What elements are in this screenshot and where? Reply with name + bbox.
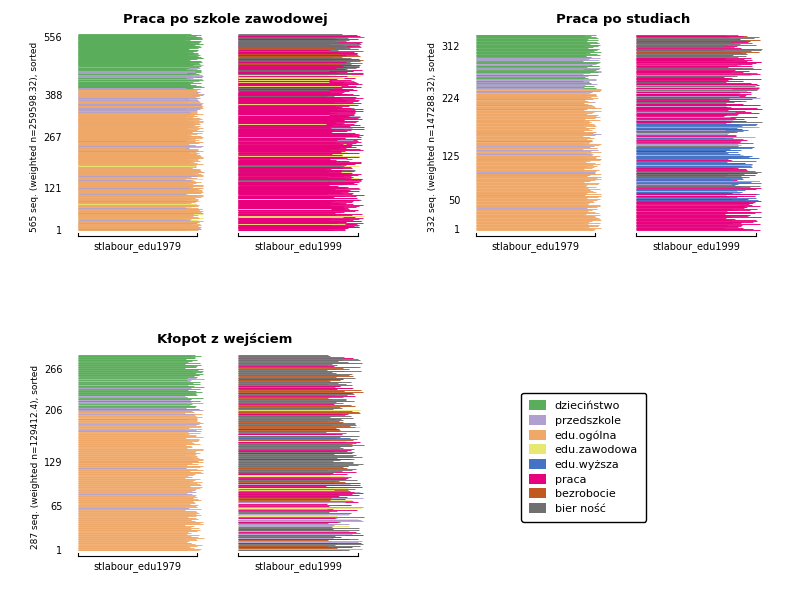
Text: stlabour_edu1979: stlabour_edu1979 <box>94 561 182 572</box>
Title: Praca po studiach: Praca po studiach <box>556 13 690 26</box>
Y-axis label: 332 seq. (weighted n=147288.32), sorted: 332 seq. (weighted n=147288.32), sorted <box>428 42 438 232</box>
Y-axis label: 565 seq. (weighted n=259598.32), sorted: 565 seq. (weighted n=259598.32), sorted <box>30 41 39 232</box>
Text: stlabour_edu1999: stlabour_edu1999 <box>652 241 740 251</box>
Legend: dzieciństwo, przedszkole, edu.ogólna, edu.zawodowa, edu.wyższa, praca, bezroboci: dzieciństwo, przedszkole, edu.ogólna, ed… <box>522 393 646 522</box>
Text: stlabour_edu1999: stlabour_edu1999 <box>254 241 342 251</box>
Text: stlabour_edu1999: stlabour_edu1999 <box>254 561 342 572</box>
Text: stlabour_edu1979: stlabour_edu1979 <box>491 241 579 251</box>
Title: Kłopot z wejściem: Kłopot z wejściem <box>158 334 293 346</box>
Y-axis label: 287 seq. (weighted n=129412.4), sorted: 287 seq. (weighted n=129412.4), sorted <box>30 365 40 549</box>
Title: Praca po szkole zawodowej: Praca po szkole zawodowej <box>122 13 327 26</box>
Text: stlabour_edu1979: stlabour_edu1979 <box>94 241 182 251</box>
